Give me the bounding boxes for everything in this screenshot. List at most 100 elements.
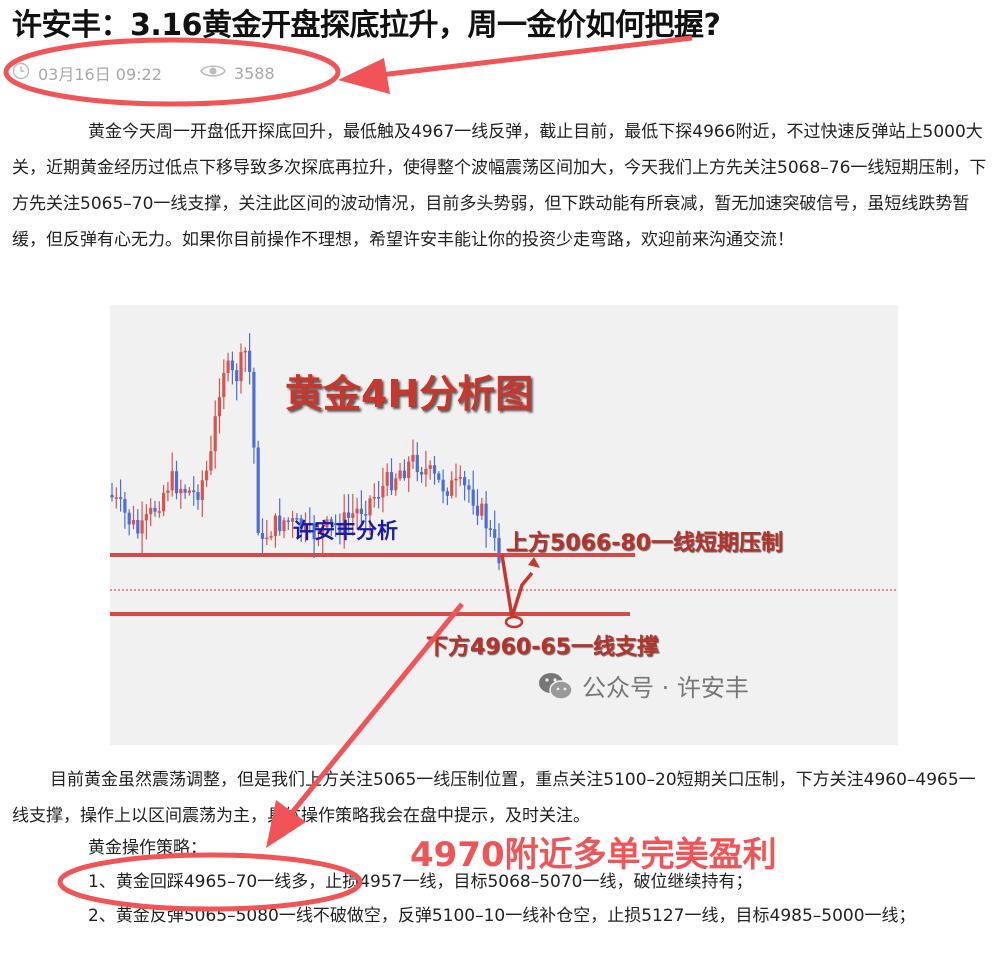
candle-body [437, 473, 441, 480]
watermark-text: 公众号 · 许安丰 [582, 674, 749, 702]
candle-body [488, 528, 492, 530]
candle-body [308, 522, 312, 525]
candle-body [321, 527, 325, 538]
paragraph-outlook: 目前黄金虽然震荡调整，但是我们上方关注5065一线压制位置，重点关注5100–2… [12, 770, 976, 826]
candle-body [286, 520, 290, 522]
candle-body [273, 515, 277, 537]
candle-body [174, 471, 179, 494]
candle-body [381, 485, 385, 498]
candle-body [239, 352, 243, 382]
wechat-icon [539, 672, 573, 700]
candle-body [192, 490, 196, 493]
author-label: 许安丰分析 [293, 519, 398, 543]
candle-body [385, 472, 389, 486]
candle-body [432, 465, 437, 474]
clock-icon [12, 62, 30, 84]
candle-body [475, 505, 480, 516]
candle-body [252, 371, 256, 448]
resistance-label: 上方5066-80一线短期压制 [506, 531, 783, 556]
candle-body [346, 512, 351, 518]
candle-body [222, 373, 226, 398]
candle-body [153, 507, 157, 512]
candle-body [196, 492, 200, 500]
candle-body [213, 416, 217, 452]
candle-body [248, 350, 252, 372]
candle-body [295, 518, 299, 520]
candle-body [144, 514, 148, 521]
candlestick-chart [110, 333, 898, 629]
analysis-chart-image: 黄金4H分析图 许安丰分析 上方5066-80一线短期压制 下方4960-65一… [110, 305, 898, 745]
candle-body [226, 360, 230, 374]
chart-title: 黄金4H分析图 [285, 372, 534, 416]
candle-body [480, 503, 484, 516]
candle-body [200, 480, 204, 500]
candle-body [278, 515, 282, 532]
watermark: 公众号 · 许安丰 [538, 668, 749, 703]
candle-body [260, 533, 265, 539]
candle-body [411, 454, 415, 462]
candle-body [325, 519, 329, 528]
candle-body [450, 480, 454, 496]
candle-body [149, 507, 153, 515]
candle-body [282, 520, 286, 532]
candle-body [114, 497, 118, 499]
candle-body [123, 499, 127, 513]
candle-body [458, 477, 462, 479]
candle-body [338, 525, 342, 535]
article-title: 许安丰：3.16黄金开盘探底拉升，周一金价如何把握? [12, 8, 721, 43]
candle-body [359, 508, 363, 515]
candle-body [334, 523, 338, 526]
candle-body [265, 537, 269, 540]
candle-body [377, 497, 381, 499]
profit-annotation: 4970附近多单完美盈利 [410, 835, 777, 875]
candle-body [140, 520, 144, 534]
candle-body [170, 471, 174, 491]
low-point-circle [504, 615, 524, 629]
candle-body [157, 511, 161, 513]
candle-body [424, 468, 428, 475]
candle-body [471, 489, 475, 506]
candle-body [183, 488, 187, 493]
candle-body [136, 519, 140, 534]
candle-body [209, 451, 213, 471]
candle-body [428, 465, 432, 469]
candle-body [205, 470, 209, 481]
candle-body [351, 513, 355, 518]
candle-body [235, 370, 239, 382]
candle-body [256, 447, 260, 534]
candle-body [441, 479, 445, 492]
candle-body [394, 478, 398, 491]
candle-body [454, 478, 458, 481]
candle-body [269, 536, 273, 538]
eye-icon [200, 63, 226, 83]
candle-body [364, 514, 368, 516]
candle-body [420, 472, 424, 475]
candle-body [131, 519, 136, 525]
rebound-arrow-head [528, 557, 540, 568]
article-meta: 03月16日 09:22 3588 [12, 61, 275, 85]
candle-body [402, 470, 406, 479]
candle-body [312, 523, 316, 540]
rebound-arrow [500, 554, 534, 618]
candle-body [316, 537, 320, 540]
publish-date: 03月16日 09:22 [38, 65, 162, 84]
candle-body [398, 470, 402, 479]
candle-body [463, 477, 467, 486]
candle-body [407, 461, 411, 479]
candle-body [119, 497, 123, 500]
candle-body [372, 497, 376, 499]
candle-body [179, 488, 183, 494]
candle-body [303, 522, 308, 533]
candle-body [355, 508, 359, 514]
candle-body [291, 518, 295, 522]
meta-arrow-head [338, 58, 390, 94]
candle-body [342, 512, 346, 535]
paragraph-intro: 黄金今天周一开盘低开探底回升，最低触及4967一线反弹，截止目前，最低下探496… [12, 122, 987, 250]
candle-body [187, 490, 191, 493]
candle-body [368, 498, 372, 516]
candle-body [415, 454, 419, 473]
candle-body [329, 519, 333, 524]
candle-body [243, 350, 247, 353]
candle-body [389, 472, 394, 491]
candle-body [162, 492, 166, 512]
